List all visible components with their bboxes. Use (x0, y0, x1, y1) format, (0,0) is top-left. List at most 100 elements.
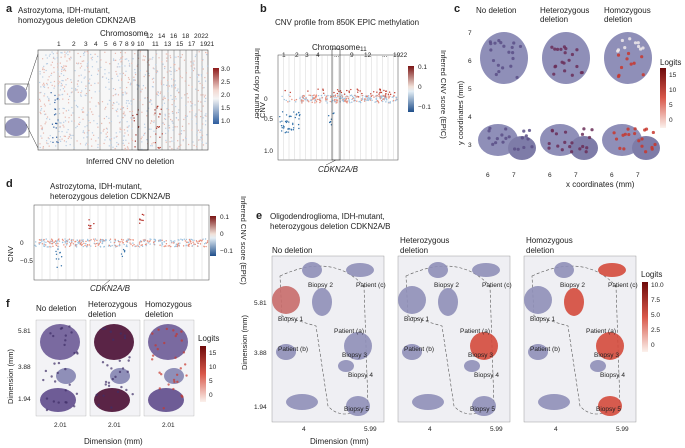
heatmap-cell (61, 52, 63, 54)
cnv-point (336, 92, 339, 95)
heatmap-cell (178, 92, 180, 94)
heatmap-cell (39, 98, 41, 100)
cnv-point (149, 240, 151, 242)
logit-spot (501, 66, 505, 70)
heatmap-cell (85, 85, 87, 87)
cnv-point (120, 253, 123, 255)
cnv-point (55, 244, 58, 247)
cnv-point (376, 95, 379, 97)
heatmap-cell (160, 80, 163, 82)
heatmap-cell (58, 98, 60, 101)
logit-spot (554, 132, 559, 136)
logit-spot (637, 139, 641, 143)
cnv-point (192, 241, 194, 243)
heatmap-cell (114, 88, 116, 91)
cnv-point (314, 97, 316, 100)
cnv-point (97, 242, 99, 245)
heatmap-cell (52, 141, 54, 143)
heatmap-cell (49, 118, 51, 120)
logit-spot (641, 73, 645, 77)
heatmap-cell (69, 59, 71, 61)
cnv-point (40, 238, 43, 241)
logit-spot (556, 144, 560, 148)
panel-b-title: CNV profile from 850K EPIC methylation (275, 18, 420, 27)
heatmap-cell (56, 98, 58, 100)
heatmap-cell (196, 130, 198, 132)
heatmap-cell (42, 132, 45, 134)
heatmap-cell (147, 107, 150, 109)
panel-a-label: a (6, 3, 13, 15)
heatmap-cell (177, 56, 179, 58)
heatmap-cell (160, 91, 162, 93)
heatmap-cell (86, 125, 88, 127)
heatmap-cell (165, 132, 167, 135)
cnv-point (153, 241, 155, 243)
logit-spot (622, 147, 626, 151)
heatmap-cell (171, 110, 174, 113)
heatmap-cell (125, 93, 127, 95)
cnv-point (110, 241, 112, 243)
heatmap-cell (107, 103, 109, 105)
tissue-section (470, 332, 498, 360)
heatmap-cell (39, 73, 41, 75)
cnv-point (35, 241, 37, 243)
cnv-point (284, 120, 287, 123)
heatmap-cell (49, 53, 51, 56)
heatmap-cell (183, 118, 185, 121)
heatmap-cell (79, 94, 82, 96)
cnv-point (363, 100, 366, 102)
heatmap-cell (139, 51, 142, 53)
heatmap-cell (90, 74, 93, 76)
heatmap-cell (173, 100, 175, 102)
colorbar-tick: 10.0 (651, 282, 664, 289)
heatmap-cell (54, 99, 56, 101)
heatmap-cell (83, 137, 85, 139)
heatmap-cell (106, 135, 108, 138)
panel-a-chrom-label: 16 (170, 33, 178, 40)
heatmap-cell (186, 93, 188, 95)
heatmap-cell (187, 101, 189, 103)
logit-spot (623, 46, 627, 50)
cnv-point (289, 91, 292, 94)
colorbar-tick: 0 (669, 117, 673, 124)
logit-spot (118, 359, 122, 362)
logit-spot (500, 133, 504, 137)
heatmap-cell (65, 65, 68, 67)
heatmap-cell (70, 57, 72, 59)
heatmap-cell (41, 126, 43, 128)
logit-spot (570, 73, 574, 77)
cnv-point (295, 114, 297, 116)
heatmap-cell (61, 131, 63, 133)
cnv-point (99, 241, 102, 243)
heatmap-cell (94, 91, 96, 93)
heatmap-cell (167, 90, 169, 92)
cnv-point (87, 238, 89, 241)
panel-d-colorbar-label: Inferred CNV score (EPIC) (239, 196, 248, 285)
heatmap-cell (57, 119, 59, 121)
heatmap-cell (149, 100, 151, 102)
cnv-point (41, 240, 43, 243)
heatmap-cell (159, 113, 161, 115)
heatmap-cell (57, 71, 59, 73)
cnv-point (366, 98, 369, 100)
cnv-point (56, 241, 58, 243)
logit-spot (493, 41, 497, 45)
cnv-point (366, 95, 369, 98)
heatmap-cell (60, 85, 62, 87)
cnv-point (153, 243, 155, 245)
heatmap-cell (173, 140, 175, 142)
logit-spot (163, 341, 166, 345)
heatmap-cell (175, 117, 178, 119)
region-annotation: Biopsy 3 (468, 352, 493, 359)
heatmap-cell (203, 96, 206, 98)
heatmap-cell (132, 114, 134, 117)
panel-f-label: f (6, 298, 10, 310)
logit-spot (175, 332, 178, 336)
heatmap-cell (96, 123, 98, 125)
heatmap-cell (59, 125, 61, 128)
panel-c-xlabel: x coordinates (mm) (566, 180, 635, 189)
cnv-point (69, 244, 72, 246)
cnv-point (50, 240, 52, 243)
heatmap-cell (181, 54, 183, 56)
cnv-point (86, 245, 88, 247)
